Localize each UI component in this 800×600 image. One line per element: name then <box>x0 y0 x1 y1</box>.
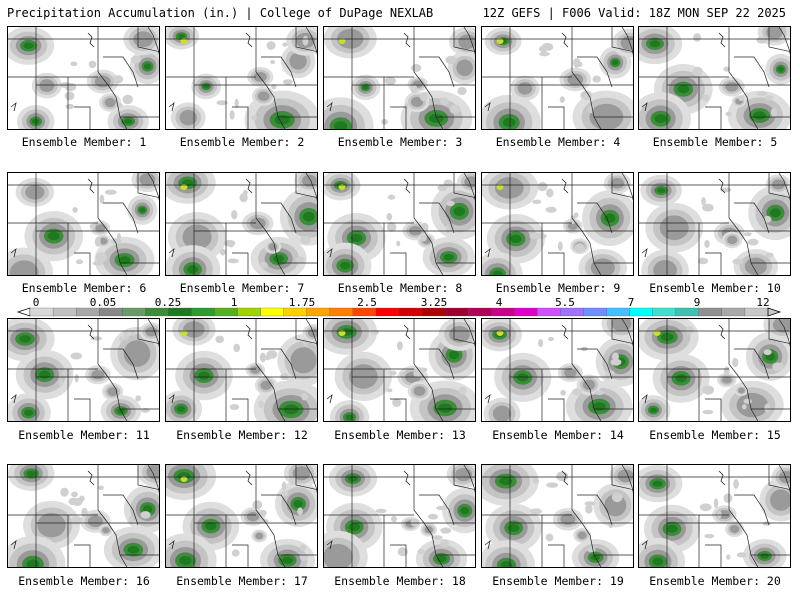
ensemble-panel <box>638 26 791 130</box>
panel-label: Ensemble Member: 2 <box>179 135 305 149</box>
colorbar <box>16 307 782 317</box>
panel-label: Ensemble Member: 19 <box>492 574 624 588</box>
colorbar-swatch <box>606 307 631 317</box>
colorbar-tick-label: 0.05 <box>89 296 117 309</box>
colorbar-swatch <box>52 307 77 317</box>
colorbar-swatch <box>652 307 677 317</box>
ensemble-panel <box>7 26 160 130</box>
ensemble-panel <box>165 26 318 130</box>
panel-label: Ensemble Member: 14 <box>492 428 624 442</box>
colorbar-swatch <box>306 307 331 317</box>
panel-label: Ensemble Member: 11 <box>18 428 150 442</box>
run-info: 12Z GEFS | F006 Valid: 18Z MON SEP 22 20… <box>482 6 786 20</box>
colorbar-swatch <box>122 307 146 317</box>
colorbar-swatch <box>214 307 239 317</box>
ensemble-panel <box>481 318 634 422</box>
colorbar-swatch <box>375 307 400 317</box>
ensemble-panel <box>638 318 791 422</box>
panel-label: Ensemble Member: 3 <box>337 135 463 149</box>
panel-label: Ensemble Member: 13 <box>334 428 466 442</box>
colorbar-swatch <box>491 307 515 317</box>
colorbar-swatch <box>444 307 469 317</box>
panel-label: Ensemble Member: 1 <box>21 135 147 149</box>
colorbar-swatch <box>29 307 54 317</box>
panel-label: Ensemble Member: 17 <box>176 574 308 588</box>
colorbar-swatch <box>721 307 746 317</box>
colorbar-swatch <box>145 307 169 317</box>
panel-label: Ensemble Member: 20 <box>649 574 781 588</box>
colorbar-tick-label: 4 <box>495 296 503 309</box>
panel-label: Ensemble Member: 5 <box>652 135 778 149</box>
colorbar-tick-label: 12 <box>756 296 770 309</box>
colorbar-swatch <box>99 307 123 317</box>
colorbar-tick-label: 5.5 <box>555 296 575 309</box>
colorbar-tick-label: 2.5 <box>357 296 377 309</box>
colorbar-tick-label: 0.25 <box>154 296 182 309</box>
colorbar-tick-label: 7 <box>627 296 635 309</box>
colorbar-swatch <box>583 307 608 317</box>
colorbar-swatch <box>75 307 100 317</box>
colorbar-swatch <box>260 307 285 317</box>
colorbar-swatch <box>191 307 215 317</box>
ensemble-panel <box>7 172 160 276</box>
colorbar-tick-label: 1 <box>230 296 238 309</box>
colorbar-tick-label: 3.25 <box>420 296 448 309</box>
panel-label: Ensemble Member: 12 <box>176 428 308 442</box>
ensemble-panel <box>165 464 318 568</box>
chart-title: Precipitation Accumulation (in.) | Colle… <box>7 6 434 20</box>
colorbar-swatch <box>168 307 192 317</box>
colorbar-swatch <box>514 307 538 317</box>
colorbar-swatch <box>421 307 446 317</box>
ensemble-panel <box>481 26 634 130</box>
ensemble-panel <box>481 464 634 568</box>
ensemble-panel <box>638 172 791 276</box>
panel-label: Ensemble Member: 7 <box>179 281 305 295</box>
colorbar-swatch <box>698 307 723 317</box>
ensemble-panel <box>323 26 476 130</box>
colorbar-tick-label: 9 <box>693 296 701 309</box>
ensemble-panel <box>165 318 318 422</box>
colorbar-swatch <box>352 307 377 317</box>
ensemble-panel <box>323 464 476 568</box>
ensemble-panel <box>481 172 634 276</box>
panel-label: Ensemble Member: 4 <box>495 135 621 149</box>
panel-label: Ensemble Member: 10 <box>649 281 781 295</box>
colorbar-swatch <box>744 307 769 317</box>
colorbar-swatch <box>468 307 492 317</box>
panel-label: Ensemble Member: 15 <box>649 428 781 442</box>
ensemble-panel <box>638 464 791 568</box>
colorbar-swatch <box>537 307 561 317</box>
panel-label: Ensemble Member: 9 <box>495 281 621 295</box>
colorbar-swatch <box>629 307 654 317</box>
colorbar-tick-label: 1.75 <box>288 296 316 309</box>
colorbar-swatch <box>675 307 700 317</box>
colorbar-swatch <box>329 307 354 317</box>
colorbar-swatch <box>237 307 262 317</box>
ensemble-panel <box>7 318 160 422</box>
colorbar-tick-label: 0 <box>32 296 40 309</box>
ensemble-panel <box>7 464 160 568</box>
colorbar-swatch <box>283 307 308 317</box>
panel-label: Ensemble Member: 18 <box>334 574 466 588</box>
panel-label: Ensemble Member: 8 <box>337 281 463 295</box>
ensemble-panel <box>323 318 476 422</box>
colorbar-swatch <box>560 307 584 317</box>
ensemble-panel <box>165 172 318 276</box>
panel-label: Ensemble Member: 6 <box>21 281 147 295</box>
panel-label: Ensemble Member: 16 <box>18 574 150 588</box>
ensemble-panel <box>323 172 476 276</box>
colorbar-swatch <box>398 307 423 317</box>
